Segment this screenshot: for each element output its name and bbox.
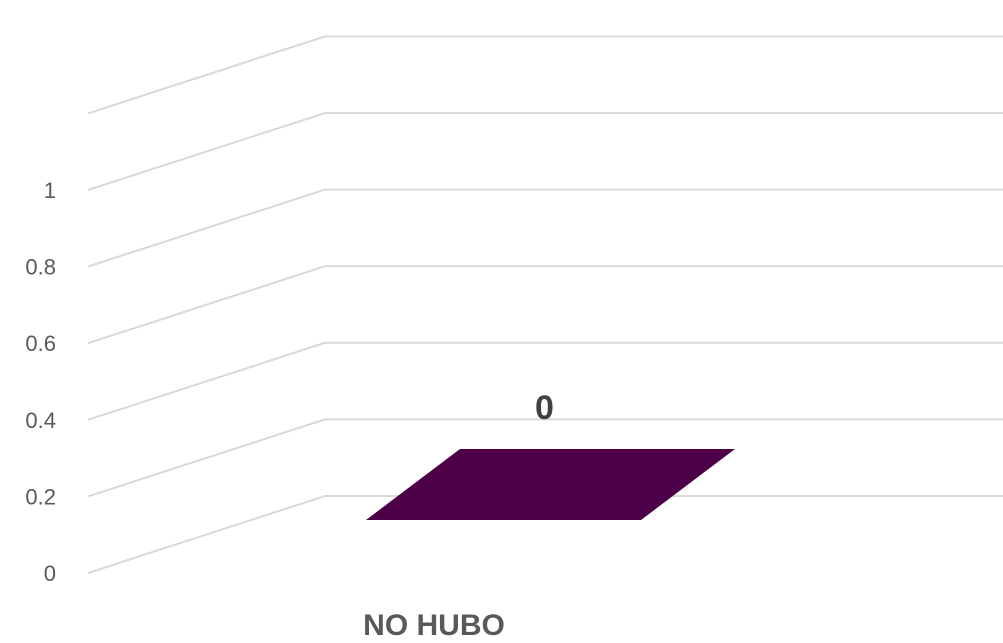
y-axis-ticks: 0 0.2 0.4 0.6 0.8 1 [25,178,56,586]
gridlines [87,35,1003,574]
gridline [87,265,1003,345]
data-labels: 0 [535,389,554,427]
x-category-label: NO HUBO [363,609,505,642]
gridline [87,495,1003,574]
y-tick-label: 0.2 [25,484,56,509]
bar [366,449,735,520]
gridline [87,112,1003,191]
gridline [87,418,1003,498]
y-tick-label: 0 [44,561,56,586]
y-tick-label: 0.8 [25,255,56,280]
data-label: 0 [535,389,554,427]
gridline [87,35,1003,115]
gridline [87,341,1003,421]
bars [366,449,735,520]
y-tick-label: 0.6 [25,331,56,356]
gridline [87,188,1003,268]
y-tick-label: 0.4 [25,408,56,433]
x-axis-categories: NO HUBO [363,609,505,642]
y-tick-label: 1 [44,178,56,203]
